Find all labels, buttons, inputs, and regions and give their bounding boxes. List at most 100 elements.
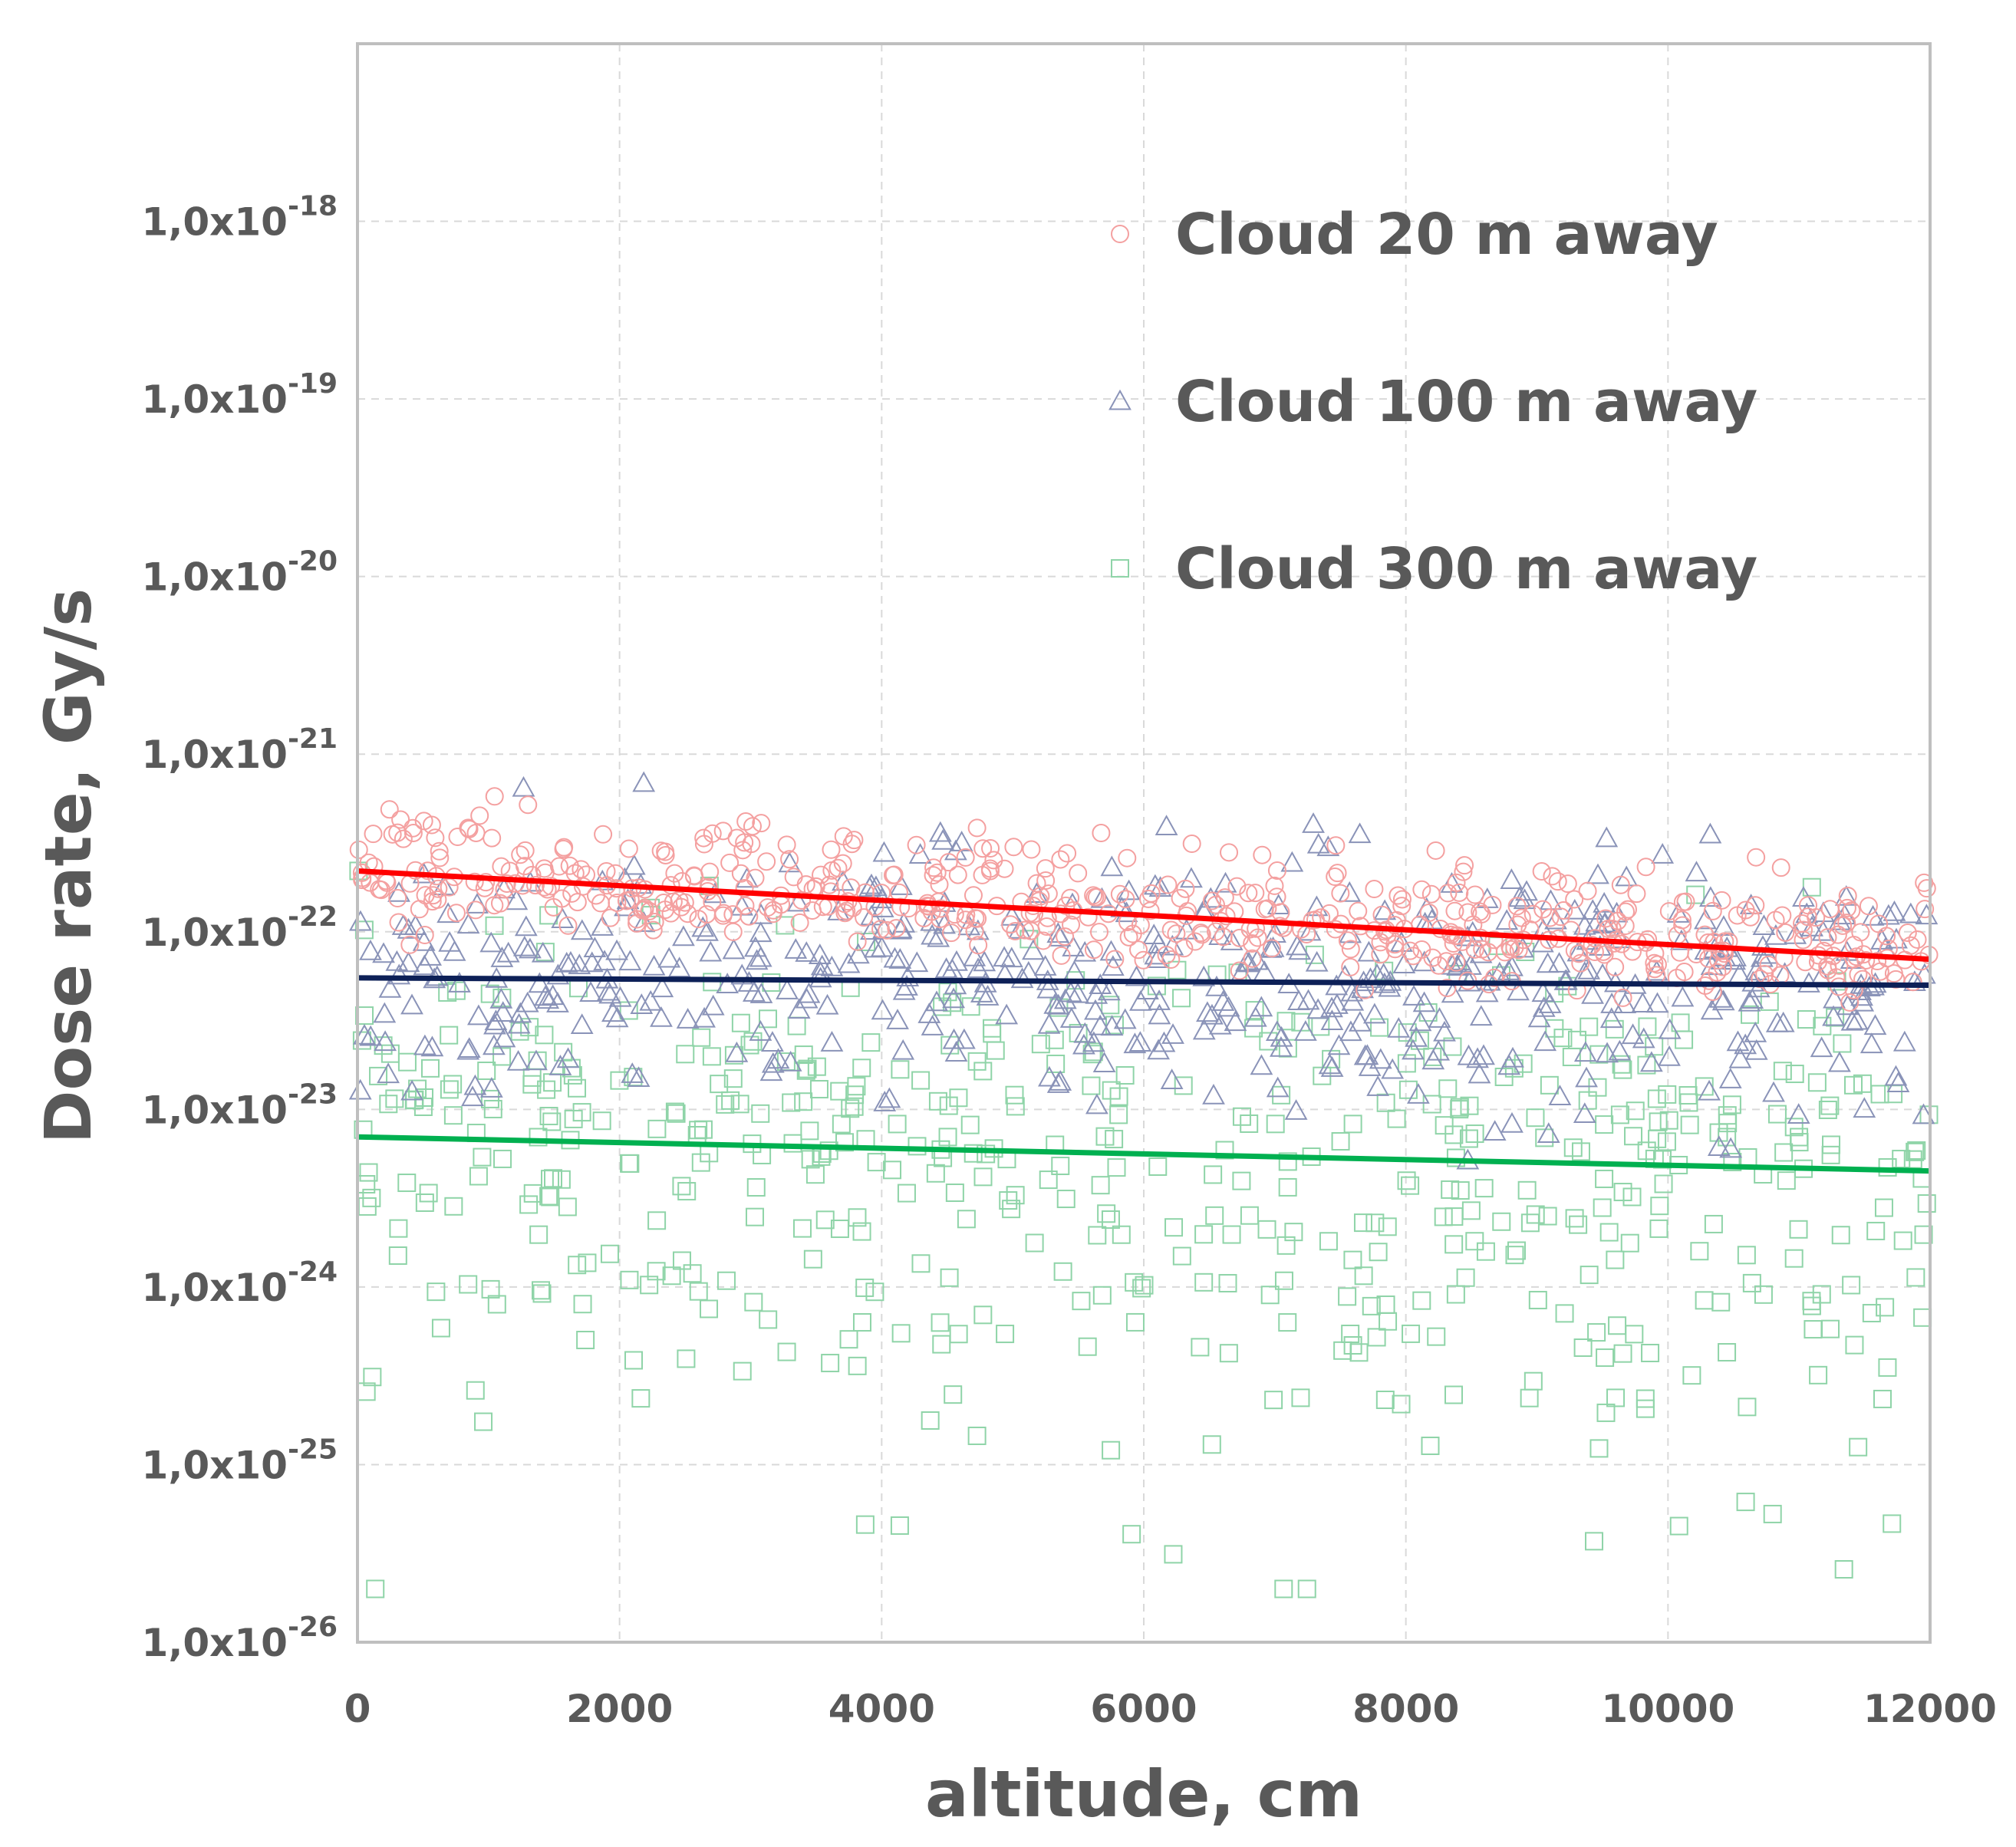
y-tick-label: 1,0x10-25 (142, 1434, 338, 1487)
data-point (1505, 938, 1524, 957)
data-point (1155, 815, 1178, 836)
data-point (662, 1266, 681, 1286)
data-point (1437, 952, 1456, 971)
data-point (624, 1351, 644, 1370)
data-point (749, 946, 772, 967)
data-point (1862, 1303, 1881, 1322)
data-point (1194, 1272, 1214, 1292)
data-point (1218, 1273, 1237, 1292)
data-point (1371, 933, 1390, 952)
data-point (833, 854, 852, 873)
data-point (967, 1426, 987, 1445)
data-point (1718, 1343, 1737, 1362)
data-point (871, 920, 891, 939)
data-point (1250, 1054, 1273, 1075)
data-point (1119, 927, 1138, 947)
data-point (855, 1515, 875, 1534)
data-point (482, 1034, 506, 1055)
data-point (420, 1035, 444, 1057)
data-point (505, 889, 529, 910)
data-point (476, 873, 496, 892)
data-point (776, 916, 795, 935)
data-point (1349, 901, 1368, 920)
data-point (1565, 1209, 1584, 1228)
data-point (1220, 930, 1244, 950)
data-point (883, 947, 907, 968)
data-point (1916, 900, 1935, 919)
data-point (1259, 1032, 1278, 1051)
x-axis-ticks: 0 2000 4000 6000 8000 10000 12000 (344, 1687, 1997, 1731)
data-point (1036, 977, 1060, 999)
data-point (1051, 1157, 1070, 1176)
data-point (1524, 904, 1543, 924)
data-point (404, 914, 427, 936)
data-point (1456, 1268, 1475, 1287)
data-point (1148, 989, 1171, 1010)
data-point (492, 1026, 516, 1048)
data-point (605, 1006, 629, 1028)
data-point (426, 828, 445, 848)
data-point (1339, 1020, 1362, 1042)
data-point (1844, 980, 1863, 999)
data-point (1088, 1226, 1107, 1245)
data-point (1123, 1032, 1147, 1054)
data-point (490, 947, 514, 967)
data-point (1194, 1225, 1214, 1244)
data-point (735, 867, 759, 888)
data-point (1305, 895, 1329, 917)
data-point (1842, 1276, 1861, 1295)
data-point (749, 921, 772, 943)
data-point (509, 1002, 532, 1023)
data-point (1903, 973, 1922, 992)
data-point (1596, 1348, 1615, 1368)
data-point (1056, 1190, 1076, 1209)
data-point (693, 1006, 716, 1028)
data-point (544, 897, 563, 917)
data-point (1613, 988, 1632, 1007)
data-point (1005, 1085, 1024, 1105)
data-point (1349, 1343, 1369, 1362)
data-point (555, 951, 578, 973)
data-point (606, 864, 625, 883)
data-point (489, 987, 513, 1009)
data-point (911, 1254, 931, 1273)
data-point (1095, 1127, 1115, 1146)
data-point (1406, 1083, 1430, 1104)
data-point (1851, 923, 1870, 942)
data-point (848, 932, 867, 951)
data-point (469, 1167, 488, 1186)
data-point (1196, 1001, 1219, 1022)
data-point (1673, 916, 1692, 935)
data-point (1320, 996, 1343, 1018)
y-tick-label: 1,0x10-21 (142, 723, 338, 777)
data-point (1532, 862, 1551, 881)
data-point (1505, 1246, 1524, 1265)
data-point (576, 1331, 595, 1350)
data-point (1052, 946, 1071, 965)
data-point (1220, 843, 1239, 862)
data-point (871, 999, 894, 1020)
data-point (1588, 1078, 1607, 1097)
gridlines (357, 44, 1930, 1642)
data-point (600, 1244, 619, 1263)
data-point (480, 1089, 499, 1108)
data-point (380, 800, 399, 819)
data-point (725, 1041, 749, 1062)
data-point (1412, 880, 1431, 899)
data-point (1031, 1035, 1050, 1054)
data-point (446, 904, 466, 923)
data-point (815, 993, 839, 1015)
data-point (1084, 940, 1103, 960)
data-point (1807, 908, 1826, 927)
legend-label: Cloud 300 m away (1175, 536, 1757, 602)
data-point (1362, 1003, 1386, 1024)
data-point (976, 985, 1000, 1006)
data-point (1450, 883, 1469, 902)
data-point (627, 1066, 651, 1088)
data-point (1270, 1026, 1293, 1047)
data-point (1580, 1017, 1599, 1036)
data-point (740, 1035, 759, 1055)
data-point (1649, 1112, 1668, 1131)
data-point (448, 972, 471, 993)
data-point (1191, 1338, 1210, 1357)
